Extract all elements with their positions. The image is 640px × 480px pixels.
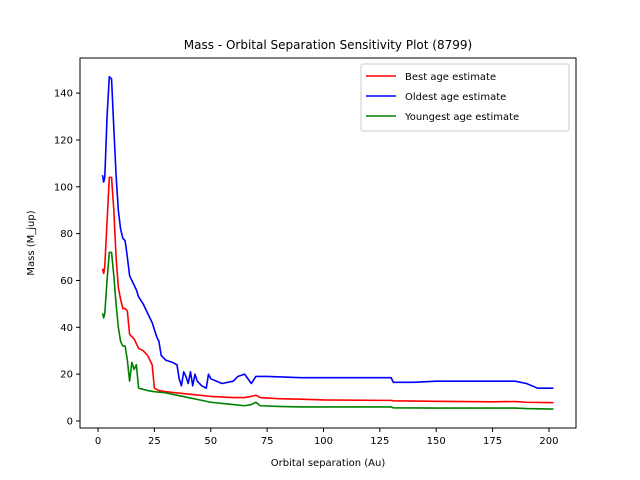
- plot-area: [101, 75, 554, 410]
- x-axis-ticks: 0 25 50 75 100 125 150 175 200: [95, 428, 558, 447]
- y-tick-label: 60: [60, 276, 73, 287]
- legend: Best age estimate Oldest age estimate Youn…: [360, 63, 570, 132]
- y-tick-label: 100: [54, 182, 73, 193]
- y-tick-label: 120: [54, 135, 73, 146]
- chart-title: Mass - Orbital Separation Sensitivity Pl…: [184, 38, 472, 52]
- x-tick-label: 125: [370, 436, 389, 447]
- legend-entry-label: Best age estimate: [405, 72, 496, 83]
- x-tick-label: 75: [261, 436, 274, 447]
- series-line-2: [101, 75, 554, 389]
- x-tick-label: 50: [204, 436, 217, 447]
- legend-entry-label: Oldest age estimate: [405, 92, 506, 103]
- axes-frame: [79, 57, 577, 429]
- y-axis-ticks: 0 20 40 60 80 100 120 140: [54, 89, 80, 427]
- x-tick-label: 150: [427, 436, 446, 447]
- y-tick-label: 20: [60, 370, 73, 381]
- y-tick-label: 0: [67, 416, 73, 427]
- y-tick-label: 80: [60, 229, 73, 240]
- legend-box: [360, 63, 570, 132]
- x-tick-label: 0: [95, 436, 101, 447]
- x-tick-label: 175: [483, 436, 502, 447]
- series-line-3: [101, 251, 554, 410]
- y-axis-label: Mass (M_jup): [26, 210, 37, 275]
- y-tick-label: 140: [54, 89, 73, 100]
- x-tick-label: 100: [314, 436, 333, 447]
- series-line-1: [101, 176, 554, 404]
- x-axis-label: Orbital separation (Au): [271, 458, 386, 469]
- x-tick-label: 200: [539, 436, 558, 447]
- x-tick-label: 25: [148, 436, 161, 447]
- y-tick-label: 40: [60, 323, 73, 334]
- legend-entry-label: Youngest age estimate: [404, 112, 519, 123]
